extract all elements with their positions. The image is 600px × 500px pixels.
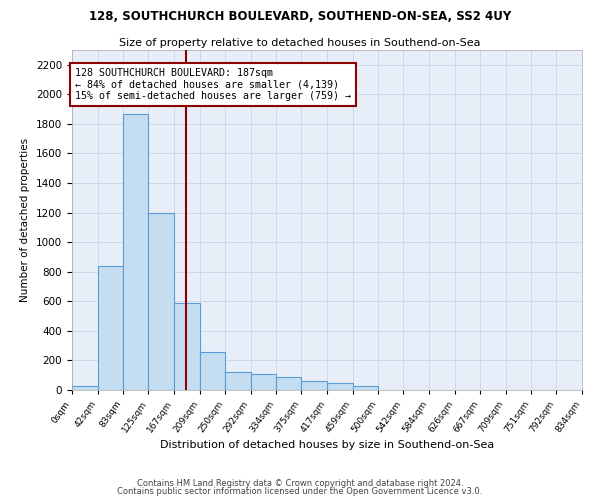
- Bar: [174, 303, 200, 390]
- Bar: [251, 374, 276, 390]
- Text: 128 SOUTHCHURCH BOULEVARD: 187sqm
← 84% of detached houses are smaller (4,139)
1: 128 SOUTHCHURCH BOULEVARD: 187sqm ← 84% …: [75, 68, 351, 101]
- Bar: [123, 114, 148, 390]
- Text: 128, SOUTHCHURCH BOULEVARD, SOUTHEND-ON-SEA, SS2 4UY: 128, SOUTHCHURCH BOULEVARD, SOUTHEND-ON-…: [89, 10, 511, 23]
- Text: Size of property relative to detached houses in Southend-on-Sea: Size of property relative to detached ho…: [119, 38, 481, 48]
- Bar: [301, 381, 327, 390]
- Bar: [200, 352, 225, 390]
- Y-axis label: Number of detached properties: Number of detached properties: [20, 138, 31, 302]
- Bar: [98, 266, 123, 390]
- Text: Contains HM Land Registry data © Crown copyright and database right 2024.: Contains HM Land Registry data © Crown c…: [137, 478, 463, 488]
- Bar: [276, 376, 301, 390]
- Bar: [148, 212, 174, 390]
- Bar: [327, 384, 353, 390]
- Bar: [353, 386, 378, 390]
- Bar: [72, 386, 98, 390]
- Bar: [225, 372, 251, 390]
- Text: Contains public sector information licensed under the Open Government Licence v3: Contains public sector information licen…: [118, 487, 482, 496]
- X-axis label: Distribution of detached houses by size in Southend-on-Sea: Distribution of detached houses by size …: [160, 440, 494, 450]
